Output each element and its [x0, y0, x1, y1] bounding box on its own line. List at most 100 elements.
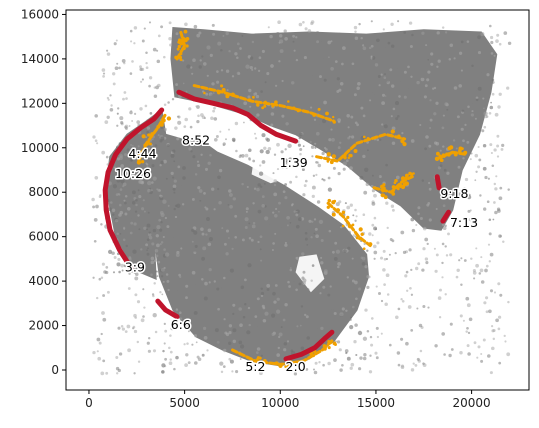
tissue-speck: [290, 349, 294, 352]
spot-point: [392, 107, 396, 111]
spot-point: [449, 253, 453, 257]
tissue-speck: [339, 224, 342, 227]
spot-point: [280, 224, 285, 228]
border-point: [284, 365, 287, 368]
spot-point: [223, 335, 227, 339]
tissue-speck: [238, 340, 243, 345]
border-point: [311, 353, 316, 358]
tissue-speck: [174, 204, 178, 207]
tissue-speck: [491, 78, 495, 82]
spot-point: [498, 234, 502, 238]
tissue-speck: [260, 291, 265, 296]
spot-point: [437, 296, 442, 300]
tissue-speck: [172, 187, 176, 191]
spot-point: [480, 256, 483, 259]
spot-point: [226, 89, 229, 92]
spot-point: [347, 126, 350, 129]
spot-point: [489, 143, 493, 147]
spot-point: [288, 285, 291, 288]
spot-point: [206, 349, 209, 352]
spot-point: [199, 59, 202, 62]
tissue-speck: [135, 203, 138, 207]
spot-point: [354, 121, 358, 125]
spot-point: [241, 238, 245, 242]
spot-point: [417, 262, 421, 266]
spot-point: [310, 279, 313, 282]
spot-point: [438, 316, 442, 319]
spot-point: [467, 209, 471, 213]
spot-point: [92, 350, 96, 355]
tissue-speck: [339, 141, 342, 144]
spot-point: [264, 326, 269, 331]
spot-point: [363, 44, 367, 47]
tissue-speck: [108, 207, 112, 211]
spot-point: [249, 294, 253, 299]
spot-point: [117, 107, 120, 110]
tissue-speck: [346, 356, 351, 361]
spot-point: [213, 106, 216, 110]
spot-point: [376, 103, 380, 108]
spot-point: [395, 175, 400, 180]
spot-point: [186, 81, 189, 84]
spot-point: [191, 270, 196, 275]
spot-point: [457, 192, 462, 196]
tissue-speck: [173, 179, 177, 183]
spot-point: [170, 326, 174, 331]
spot-point: [93, 239, 97, 243]
spot-point: [367, 48, 371, 52]
border-point: [312, 112, 317, 117]
spot-point: [256, 243, 260, 248]
spot-point: [469, 73, 474, 78]
tissue-speck: [151, 138, 154, 141]
tissue-speck: [466, 194, 472, 200]
spot-point: [380, 73, 383, 76]
spot-point: [352, 234, 356, 237]
spot-point: [305, 315, 309, 319]
spot-point: [295, 288, 298, 292]
spot-point: [153, 282, 156, 285]
spot-point: [360, 36, 363, 40]
tissue-speck: [175, 253, 180, 257]
spot-point: [410, 268, 413, 272]
tissue-speck: [358, 287, 362, 291]
spot-point: [376, 335, 380, 339]
spot-point: [480, 280, 485, 284]
border-point: [331, 212, 336, 217]
spot-point: [397, 156, 402, 161]
spot-point: [116, 372, 119, 375]
spot-point: [174, 215, 178, 219]
spot-point: [109, 108, 114, 112]
spot-point: [148, 84, 151, 88]
spot-point: [496, 33, 500, 37]
tissue-speck: [202, 246, 207, 251]
spot-point: [156, 49, 159, 52]
tissue-speck: [347, 246, 351, 250]
spot-point: [267, 280, 270, 283]
spot-point: [101, 150, 106, 155]
spot-point: [116, 62, 119, 65]
spot-point: [186, 342, 189, 345]
spot-point: [483, 207, 487, 211]
border-point: [358, 237, 361, 241]
spot-point: [198, 31, 202, 35]
spot-point: [389, 68, 393, 72]
tissue-speck: [236, 71, 241, 75]
spot-point: [435, 193, 438, 196]
tissue-speck: [159, 243, 162, 246]
spot-point: [116, 124, 119, 127]
spot-point: [294, 242, 297, 245]
spot-point: [153, 94, 158, 98]
tissue-speck: [132, 249, 137, 254]
tissue-speck: [345, 352, 348, 355]
tissue-speck: [157, 134, 160, 137]
border-point: [248, 98, 252, 101]
tissue-speck: [283, 160, 288, 165]
spot-point: [443, 353, 446, 356]
spot-point: [400, 81, 404, 85]
spot-point: [281, 79, 284, 83]
spot-point: [471, 76, 475, 80]
tissue-speck: [118, 270, 121, 274]
tissue-speck: [206, 45, 211, 50]
spot-point: [480, 353, 483, 355]
border-point: [408, 171, 412, 176]
